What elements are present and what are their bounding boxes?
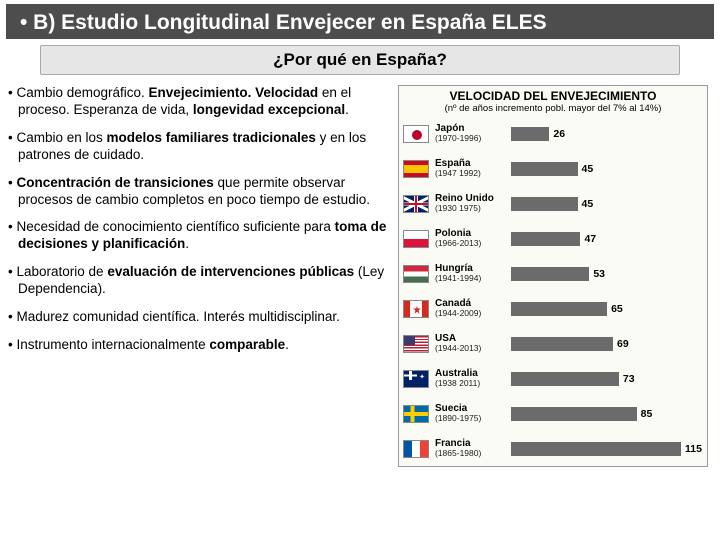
bar-value: 73 <box>623 373 635 385</box>
country-years: (1930 1975) <box>435 204 511 213</box>
chart-row: Polonia(1966-2013) 47 <box>399 221 707 256</box>
country-years: (1970-1996) <box>435 134 511 143</box>
country-label-block: Francia(1865-1980) <box>435 439 511 458</box>
flag-icon <box>403 300 429 318</box>
bullet-item: Necesidad de conocimiento científico suf… <box>6 219 392 253</box>
bar <box>511 442 681 456</box>
country-label-block: Canadá(1944-2009) <box>435 299 511 318</box>
flag-icon <box>403 335 429 353</box>
chart-row: Francia(1865-1980) 115 <box>399 431 707 466</box>
bar-value: 26 <box>553 128 565 140</box>
country-years: (1890-1975) <box>435 414 511 423</box>
flag-icon <box>403 125 429 143</box>
bar <box>511 232 580 246</box>
bar-value: 47 <box>584 233 596 245</box>
bullet-item: Laboratorio de evaluación de intervencio… <box>6 264 392 298</box>
chart-row: España(1947 1992) 45 <box>399 151 707 186</box>
chart-row: USA(1944-2013) 69 <box>399 326 707 361</box>
flag-icon <box>403 160 429 178</box>
country-label-block: Reino Unido(1930 1975) <box>435 194 511 213</box>
country-years: (1944-2013) <box>435 344 511 353</box>
chart-subtitle: (nº de años incremento pobl. mayor del 7… <box>399 103 707 116</box>
title-text: • B) Estudio Longitudinal Envejecer en E… <box>20 10 704 35</box>
chart-column: VELOCIDAD DEL ENVEJECIMIENTO (nº de años… <box>396 85 712 467</box>
chart-row: Australia(1938 2011) 73 <box>399 361 707 396</box>
chart-row: Japón(1970-1996) 26 <box>399 116 707 151</box>
bar <box>511 337 613 351</box>
title-bar: • B) Estudio Longitudinal Envejecer en E… <box>6 4 714 39</box>
country-years: (1865-1980) <box>435 449 511 458</box>
country-years: (1947 1992) <box>435 169 511 178</box>
content-area: Cambio demográfico. Envejecimiento. Velo… <box>0 81 720 467</box>
bar-value: 45 <box>582 198 594 210</box>
chart-row: Reino Unido(1930 1975) 45 <box>399 186 707 221</box>
bar-value: 45 <box>582 163 594 175</box>
flag-icon <box>403 370 429 388</box>
country-label-block: Polonia(1966-2013) <box>435 229 511 248</box>
country-years: (1944-2009) <box>435 309 511 318</box>
bullet-item: Madurez comunidad científica. Interés mu… <box>6 309 392 326</box>
bullet-item: Cambio en los modelos familiares tradici… <box>6 130 392 164</box>
bar-area: 47 <box>511 230 703 248</box>
bar-value: 53 <box>593 268 605 280</box>
bar-value: 85 <box>641 408 653 420</box>
chart-row: Canadá(1944-2009) 65 <box>399 291 707 326</box>
subtitle-text: ¿Por qué en España? <box>273 50 447 69</box>
bar <box>511 267 589 281</box>
country-label-block: España(1947 1992) <box>435 159 511 178</box>
bar-area: 69 <box>511 335 703 353</box>
chart-row: Suecia(1890-1975) 85 <box>399 396 707 431</box>
country-years: (1938 2011) <box>435 379 511 388</box>
bullet-item: Concentración de transiciones que permit… <box>6 175 392 209</box>
bar-area: 115 <box>511 440 703 458</box>
bullet-item: Cambio demográfico. Envejecimiento. Velo… <box>6 85 392 119</box>
country-label-block: USA(1944-2013) <box>435 334 511 353</box>
bar <box>511 302 607 316</box>
bar-area: 45 <box>511 160 703 178</box>
flag-icon <box>403 405 429 423</box>
subtitle-bar: ¿Por qué en España? <box>40 45 680 75</box>
bar <box>511 197 578 211</box>
flag-icon <box>403 230 429 248</box>
country-label-block: Japón(1970-1996) <box>435 124 511 143</box>
bar-area: 73 <box>511 370 703 388</box>
bullets-column: Cambio demográfico. Envejecimiento. Velo… <box>6 85 396 467</box>
country-years: (1966-2013) <box>435 239 511 248</box>
bar-value: 65 <box>611 303 623 315</box>
chart-title: VELOCIDAD DEL ENVEJECIMIENTO <box>399 86 707 103</box>
bullet-item: Instrumento internacionalmente comparabl… <box>6 337 392 354</box>
bar-area: 85 <box>511 405 703 423</box>
country-label-block: Hungría(1941-1994) <box>435 264 511 283</box>
bar <box>511 127 549 141</box>
bar-area: 53 <box>511 265 703 283</box>
bar-area: 45 <box>511 195 703 213</box>
bar-value: 69 <box>617 338 629 350</box>
country-years: (1941-1994) <box>435 274 511 283</box>
bar-area: 26 <box>511 125 703 143</box>
flag-icon <box>403 265 429 283</box>
bar <box>511 372 619 386</box>
aging-speed-chart: VELOCIDAD DEL ENVEJECIMIENTO (nº de años… <box>398 85 708 467</box>
chart-rows: Japón(1970-1996)26España(1947 1992)45Rei… <box>399 116 707 466</box>
bar <box>511 407 637 421</box>
country-label-block: Australia(1938 2011) <box>435 369 511 388</box>
bar <box>511 162 578 176</box>
flag-icon <box>403 195 429 213</box>
bar-value: 115 <box>685 443 702 455</box>
flag-icon <box>403 440 429 458</box>
country-label-block: Suecia(1890-1975) <box>435 404 511 423</box>
chart-row: Hungría(1941-1994) 53 <box>399 256 707 291</box>
bar-area: 65 <box>511 300 703 318</box>
